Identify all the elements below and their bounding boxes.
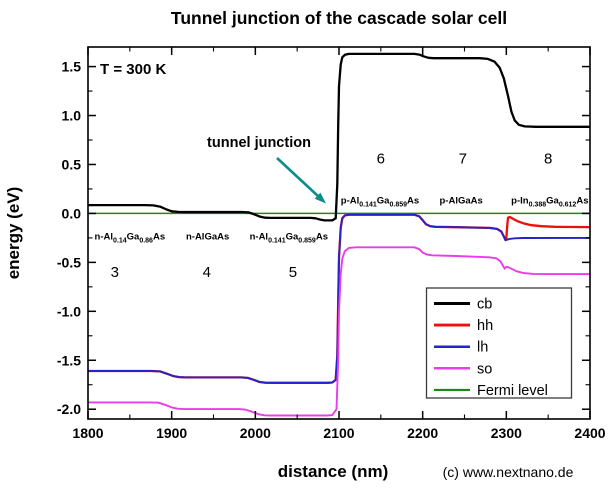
x-tick-label: 2100 [323,425,354,441]
x-tick-label: 2400 [574,425,605,441]
chart-title: Tunnel junction of the cascade solar cel… [171,8,507,28]
material-label: p-AlGaAs [440,196,483,207]
x-tick-label: 1800 [72,425,103,441]
material-label: n-AlGaAs [186,231,229,242]
series-cb [88,52,590,222]
x-tick-label: 1900 [156,425,187,441]
region-number-7: 7 [459,151,467,168]
legend-entry-label-hh: hh [477,318,493,334]
region-number-3: 3 [111,264,119,281]
legend-group: cb hh lh so Fermi level [425,287,573,399]
region-number-4: 4 [203,264,211,281]
x-axis-label: distance (nm) [278,462,389,481]
region-number-8: 8 [544,151,552,168]
y-tick-label: 1.5 [62,59,82,75]
y-tick-label: -0.5 [57,254,81,270]
tick-labels-group: 1800 1900 2000 2100 2200 2300 2400 1.5 1.0 0.5 0.0… [57,59,606,441]
material-label: p-In0.388Ga0.612As [511,196,588,209]
curves-group [88,52,591,417]
region-number-5: 5 [289,264,297,281]
tunnel-junction-arrow [276,157,320,198]
material-label: n-Al0.14Ga0.86As [95,231,166,244]
y-tick-label: 1.0 [62,108,82,124]
y-tick-label: -2.0 [57,401,81,417]
series-lh [88,213,591,384]
annotations-group: 3 4 5 6 7 8 n-Al0.14Ga0.86As n-AlGaAs n-Al0.141G… [95,151,589,282]
y-tick-label: -1.0 [57,303,81,319]
y-axis-label: energy (eV) [4,187,23,280]
legend-entry-label-cb: cb [477,297,492,313]
x-tick-label: 2300 [491,425,522,441]
watermark-text: (c) www.nextnano.de [443,464,574,480]
material-label: n-Al0.141Ga0.859As [250,231,328,244]
x-tick-label: 2200 [407,425,438,441]
axes-group [87,46,591,420]
y-tick-label: -1.5 [57,352,81,368]
x-tick-label: 2000 [240,425,271,441]
y-tick-label: 0.0 [62,205,82,221]
legend-entry-label-lh: lh [477,340,488,356]
legend-box [425,287,573,399]
tunnel-junction-arrowhead [314,192,326,204]
series-so [88,246,590,417]
legend-entry-label-Fermi-level: Fermi level [477,383,548,399]
y-tick-label: 0.5 [62,156,82,172]
tunnel-junction-label: tunnel junction [207,135,311,151]
material-label: p-Al0.141Ga0.859As [341,196,419,209]
legend-entry-label-so: so [477,361,492,377]
region-number-6: 6 [377,151,385,168]
temperature-annotation: T = 300 K [100,61,166,78]
